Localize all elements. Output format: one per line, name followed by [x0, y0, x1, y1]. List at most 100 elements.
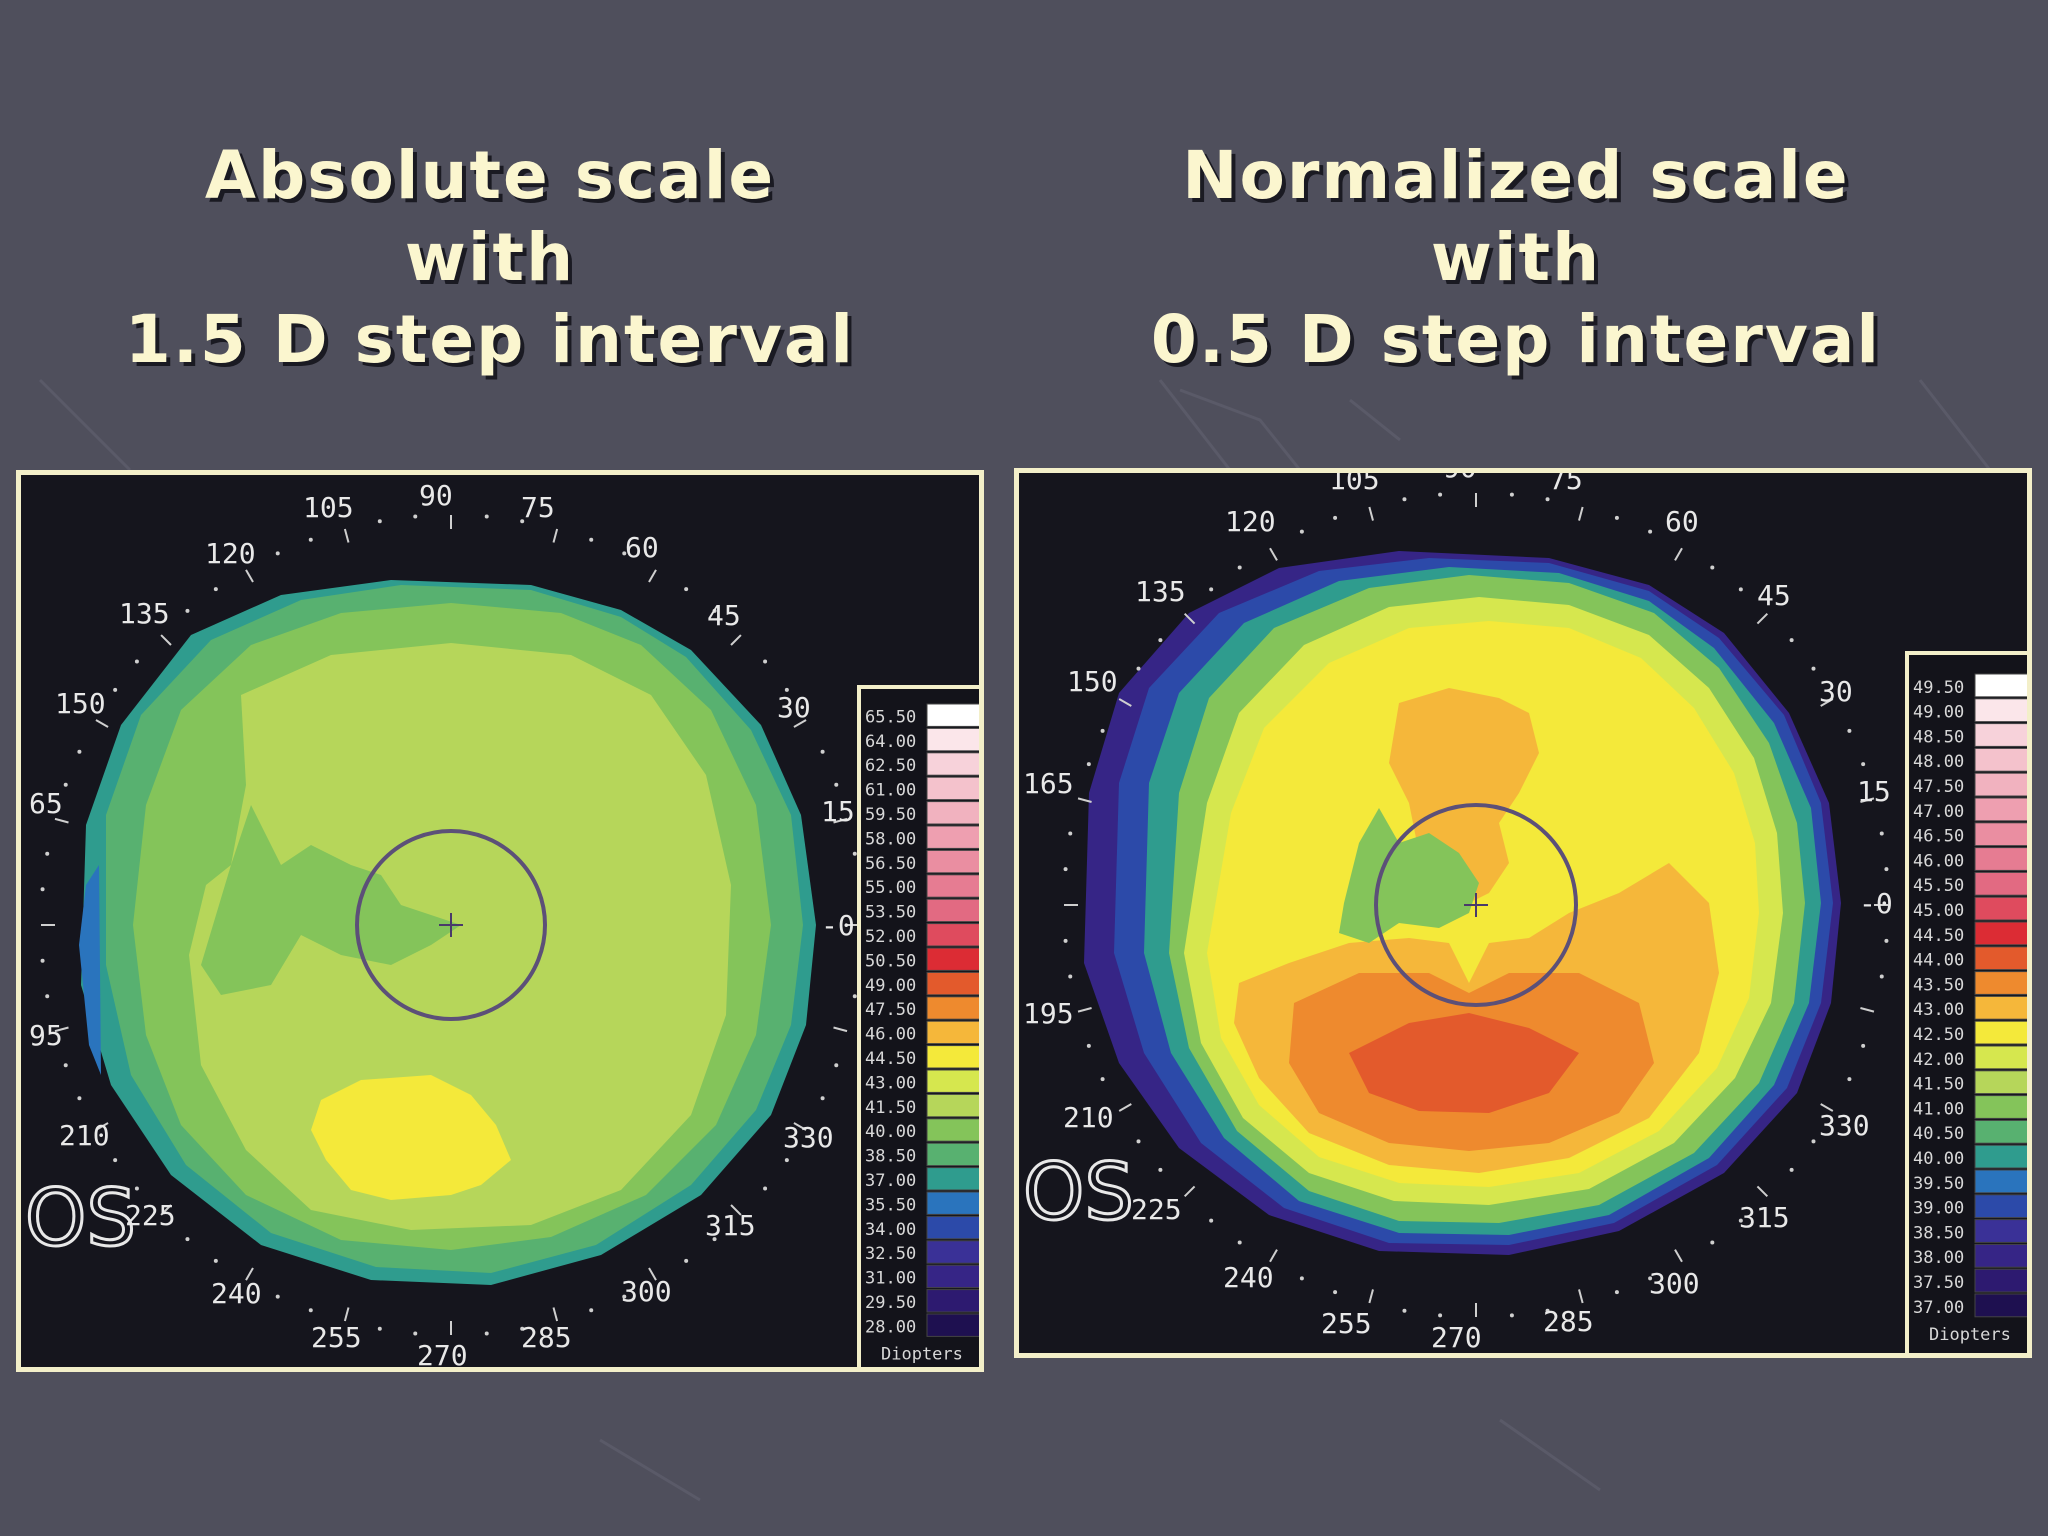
scale-value-label: 38.50	[1913, 1223, 1964, 1243]
scale-value-label: 50.50	[865, 951, 916, 971]
angle-dot	[1509, 492, 1514, 497]
angle-tick	[160, 1204, 172, 1216]
angle-dot	[1789, 1167, 1794, 1172]
angle-tick	[1860, 1007, 1875, 1013]
angle-label: 120	[205, 537, 256, 570]
scale-value-label: 49.00	[865, 976, 916, 996]
angle-dot	[1884, 867, 1889, 872]
scale-value-label: 49.00	[1913, 703, 1964, 723]
scale-value-label: 47.50	[1913, 777, 1964, 797]
angle-dot	[308, 537, 313, 542]
scale-color-swatch	[1974, 698, 2027, 723]
angle-dot	[63, 1063, 68, 1068]
angle-label: 15	[821, 795, 855, 828]
scale-color-swatch	[1974, 723, 2027, 747]
scale-value-label: 44.00	[1913, 951, 1964, 971]
angle-dot	[1158, 1167, 1163, 1172]
scale-value-label: 45.50	[1913, 876, 1964, 896]
angle-tick	[1820, 1103, 1834, 1112]
scale-value-label: 46.50	[1913, 827, 1964, 847]
angle-tick	[730, 634, 742, 646]
angle-tick	[160, 634, 172, 646]
right-angle-ticks	[1063, 492, 1889, 1318]
angle-tick	[1269, 547, 1278, 561]
angle-tick	[1860, 797, 1875, 803]
angle-dot	[45, 851, 50, 856]
angle-dot	[712, 1237, 717, 1242]
angle-tick	[552, 1307, 559, 1322]
scale-color-swatch	[1974, 1020, 2027, 1045]
angle-dot	[784, 687, 789, 692]
angle-dot	[213, 1258, 218, 1263]
left-center-crosshair	[439, 913, 463, 937]
angle-tick	[648, 1267, 657, 1281]
scale-value-label: 45.00	[1913, 901, 1964, 921]
scale-color-swatch	[926, 849, 979, 874]
scale-color-swatch	[926, 1240, 979, 1264]
scale-value-label: 37.50	[1913, 1273, 1964, 1293]
angle-dot	[45, 994, 50, 999]
angle-dot	[520, 519, 525, 524]
angle-dot	[820, 749, 825, 754]
scale-value-label: 46.00	[1913, 851, 1964, 871]
angle-label: 285	[1543, 1305, 1594, 1338]
left-zone-yellowgreen	[189, 643, 731, 1230]
scale-color-swatch	[926, 1264, 979, 1289]
left-scale-graphic: 65.50 64.00 62.50 61.00 59.50 58.00 56.50 55.00…	[865, 703, 979, 1364]
scale-value-label: 28.00	[865, 1317, 916, 1337]
scale-color-swatch	[1974, 1070, 2027, 1095]
scale-color-swatch	[1974, 772, 2027, 797]
angle-tick	[1118, 698, 1132, 707]
scale-value-label: 61.00	[865, 781, 916, 801]
scale-color-swatch	[926, 1191, 979, 1215]
angle-tick	[793, 719, 807, 728]
angle-label: 15	[1857, 775, 1891, 808]
scale-color-swatch	[1974, 971, 2027, 995]
scale-color-swatch	[926, 947, 979, 971]
angle-tick	[343, 528, 350, 543]
scale-value-label: 49.50	[1913, 678, 1964, 698]
angle-dot	[1710, 565, 1715, 570]
angle-dot	[589, 537, 594, 542]
angle-tick	[95, 719, 109, 728]
angle-tick	[833, 817, 848, 824]
angle-dot	[1086, 1043, 1091, 1048]
angle-dot	[1879, 831, 1884, 836]
angle-tick	[1077, 1007, 1092, 1013]
angle-dot	[1861, 1043, 1866, 1048]
scale-value-label: 62.50	[865, 756, 916, 776]
angle-dot	[1063, 938, 1068, 943]
left-zone-outer-blue	[79, 865, 101, 1075]
angle-label: 315	[705, 1209, 756, 1242]
angle-dot	[834, 782, 839, 787]
angle-dot	[134, 659, 139, 664]
scale-value-label: 31.00	[865, 1269, 916, 1289]
angle-label: 120	[1225, 505, 1276, 538]
scale-value-label: 37.00	[865, 1171, 916, 1191]
scale-value-label: 39.50	[1913, 1174, 1964, 1194]
angle-dot	[1086, 762, 1091, 767]
angle-label: 225	[125, 1199, 176, 1232]
scale-value-label: 65.50	[865, 707, 916, 727]
scale-value-label: 42.50	[1913, 1025, 1964, 1045]
angle-dot	[40, 887, 45, 892]
angle-dot	[1063, 867, 1068, 872]
scale-color-swatch	[926, 898, 979, 923]
angle-dot	[1237, 1240, 1242, 1245]
angle-label: 300	[621, 1275, 672, 1308]
angle-label: 95	[29, 1019, 63, 1052]
left-eye-label: OS	[25, 1174, 136, 1264]
angle-label: 90	[419, 479, 453, 512]
scale-color-swatch	[926, 1215, 979, 1240]
angle-tick	[1756, 1185, 1769, 1198]
angle-label: 210	[59, 1119, 110, 1152]
angle-tick	[343, 1307, 350, 1322]
angle-label: 65	[29, 787, 63, 820]
angle-dot	[712, 608, 717, 613]
angle-dot	[820, 1096, 825, 1101]
angle-dot	[1545, 497, 1550, 502]
angle-dot	[763, 659, 768, 664]
scale-color-swatch	[926, 996, 979, 1020]
angle-tick	[552, 528, 559, 543]
